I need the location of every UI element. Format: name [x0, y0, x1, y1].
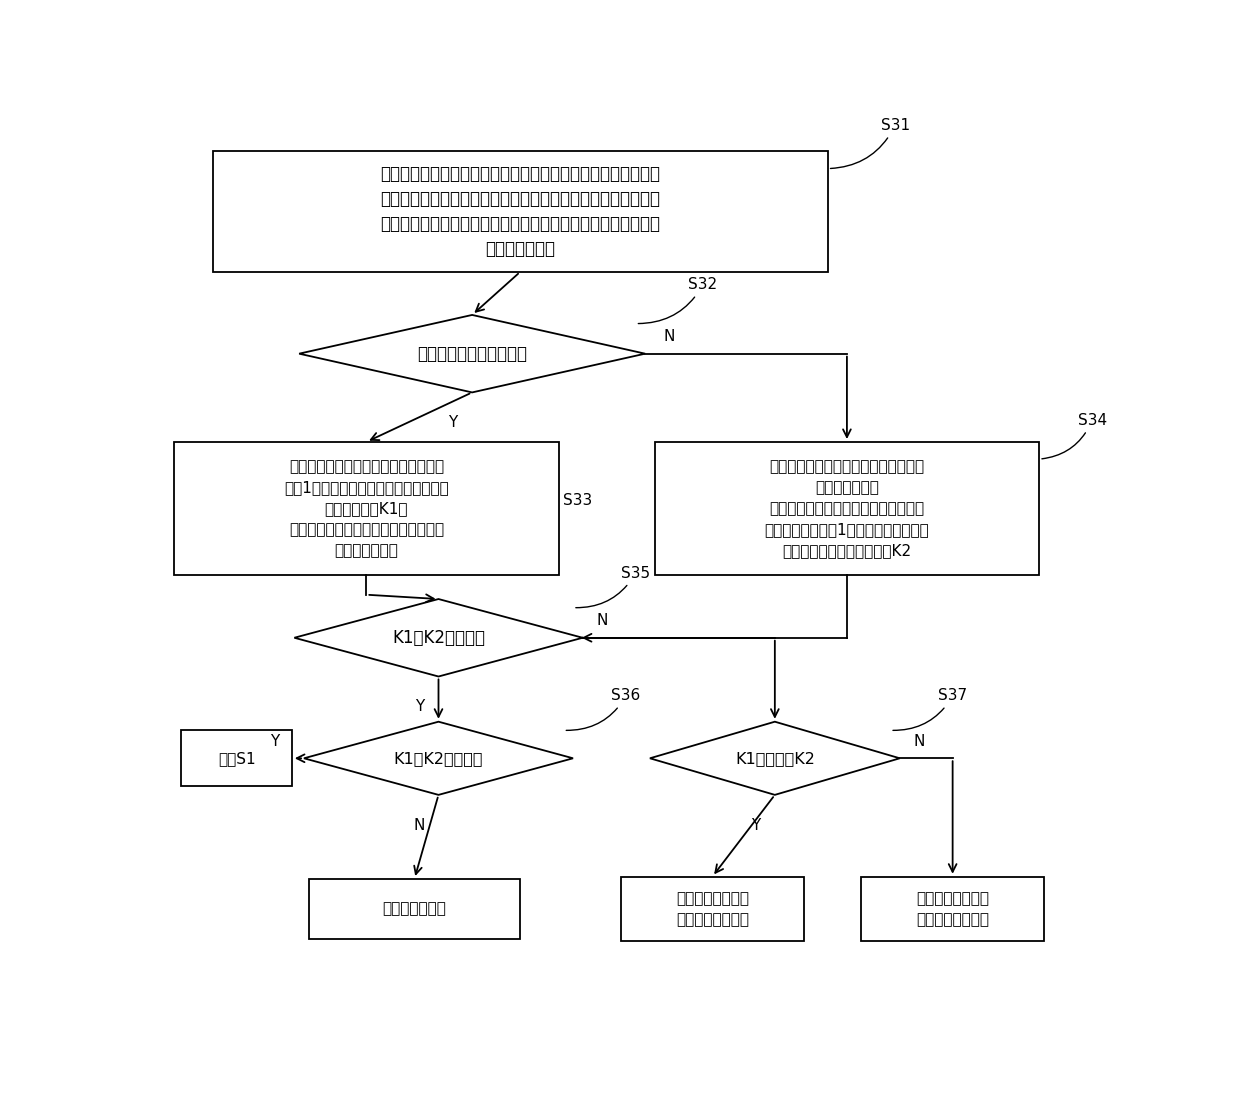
Text: 对于第一方向，将已有机动车的停车次
数加1，并获取第一方向上遇红灯的最高
停车等待次数K1；
对于第二方向，将越过停止线的机动车
从列表中清除；: 对于第一方向，将已有机动车的停车次 数加1，并获取第一方向上遇红灯的最高 停车等… — [284, 459, 449, 558]
Text: 增加第一方向上信
号灯周期的绿信比: 增加第一方向上信 号灯周期的绿信比 — [676, 891, 749, 927]
Text: K1与K2是否相等: K1与K2是否相等 — [392, 628, 485, 647]
Bar — [309, 879, 521, 939]
Text: N: N — [596, 613, 608, 628]
Bar — [862, 877, 1044, 941]
Polygon shape — [294, 599, 583, 676]
Text: 第一方向是否为红灯状态: 第一方向是否为红灯状态 — [417, 344, 527, 362]
Text: S31: S31 — [831, 117, 910, 169]
Text: 步骤S1: 步骤S1 — [218, 751, 255, 766]
Text: Y: Y — [270, 733, 280, 749]
Text: 增加第二方向上信
号灯周期的绿信比: 增加第二方向上信 号灯周期的绿信比 — [916, 891, 990, 927]
Text: N: N — [663, 329, 675, 344]
Text: Y: Y — [449, 415, 458, 430]
Text: S35: S35 — [575, 566, 650, 608]
Bar — [621, 877, 804, 941]
Text: K1与K2是否为零: K1与K2是否为零 — [394, 751, 484, 766]
Text: N: N — [414, 817, 425, 833]
Text: S33: S33 — [563, 493, 593, 508]
Bar — [181, 730, 291, 786]
Text: S36: S36 — [567, 689, 641, 730]
Text: K1是否大于K2: K1是否大于K2 — [735, 751, 815, 766]
Bar — [174, 442, 558, 576]
Polygon shape — [299, 315, 645, 392]
Polygon shape — [650, 722, 900, 795]
Text: S34: S34 — [1042, 413, 1106, 458]
Text: Y: Y — [414, 699, 424, 714]
Text: Y: Y — [751, 817, 760, 833]
Polygon shape — [304, 722, 573, 795]
Text: 建立行驶状态表，记录每一台机动车的行驶状态，所述行驶状态
包括每一台机动车在越过停止线之前遇红灯的停车等待次数；其
中某一机动车首次写入所述行驶状态表时，遇红灯: 建立行驶状态表，记录每一台机动车的行驶状态，所述行驶状态 包括每一台机动车在越过… — [381, 165, 660, 258]
Text: S37: S37 — [893, 689, 967, 730]
Text: 对于第一方向，将越过停止线的机动车
从列表中清除；
对于第二方向，将已有机动车的遇红灯
的停车等待次数加1，并获取第二方向上
遇红灯的最高停车等待次数K2: 对于第一方向，将越过停止线的机动车 从列表中清除； 对于第二方向，将已有机动车的… — [765, 459, 929, 558]
Text: N: N — [914, 733, 925, 749]
Bar — [655, 442, 1039, 576]
Text: S32: S32 — [639, 277, 718, 323]
Text: 将信号周期延长: 将信号周期延长 — [382, 901, 446, 917]
Bar — [213, 151, 827, 272]
